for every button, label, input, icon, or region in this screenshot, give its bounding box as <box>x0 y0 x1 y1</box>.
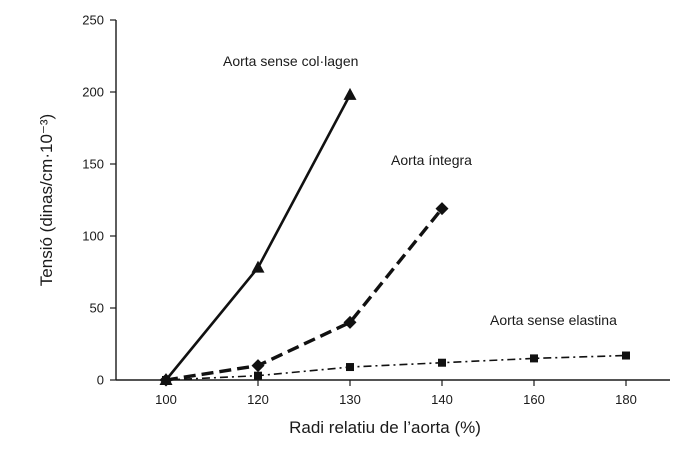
series-markers <box>159 87 630 387</box>
series-line-3 <box>165 354 627 381</box>
axes <box>115 20 670 381</box>
series-label-sense-collagen: Aorta sense col·lagen <box>223 53 358 69</box>
x-tick-label: 120 <box>247 392 269 407</box>
data-point-diamond <box>435 202 449 216</box>
data-point-square <box>438 358 446 367</box>
y-tick-label: 150 <box>82 157 104 172</box>
series-lines <box>164 94 627 382</box>
data-point-square <box>254 371 262 380</box>
series-label-sense-elastina: Aorta sense elastina <box>490 312 617 328</box>
y-tick-label: 50 <box>90 301 104 316</box>
series-line-2 <box>165 207 444 382</box>
y-tick-label: 200 <box>82 85 104 100</box>
x-tick-label: 100 <box>155 392 177 407</box>
data-point-diamond <box>343 315 357 329</box>
x-tick-label: 140 <box>431 392 453 407</box>
x-axis-title: Radi relatiu de l’aorta (%) <box>289 418 481 437</box>
data-point-diamond <box>251 359 265 373</box>
series-label-integra: Aorta íntegra <box>391 152 472 168</box>
y-tick-label: 100 <box>82 229 104 244</box>
data-point-triangle <box>343 87 357 100</box>
x-tick-label: 160 <box>523 392 545 407</box>
data-point-square <box>162 376 170 384</box>
axis-ticks: 0 50 100 150 200 250 100 120 130 140 160 180 <box>82 13 637 408</box>
x-tick-label: 130 <box>339 392 361 407</box>
y-tick-label: 0 <box>97 373 104 388</box>
y-tick-label: 250 <box>82 13 104 28</box>
data-point-square <box>346 363 354 372</box>
data-point-square <box>622 351 630 360</box>
data-point-triangle <box>251 260 265 273</box>
x-tick-label: 180 <box>615 392 637 407</box>
y-axis-title: Tensió (dinas/cm·10⁻³) <box>37 114 56 286</box>
data-point-square <box>530 354 538 363</box>
